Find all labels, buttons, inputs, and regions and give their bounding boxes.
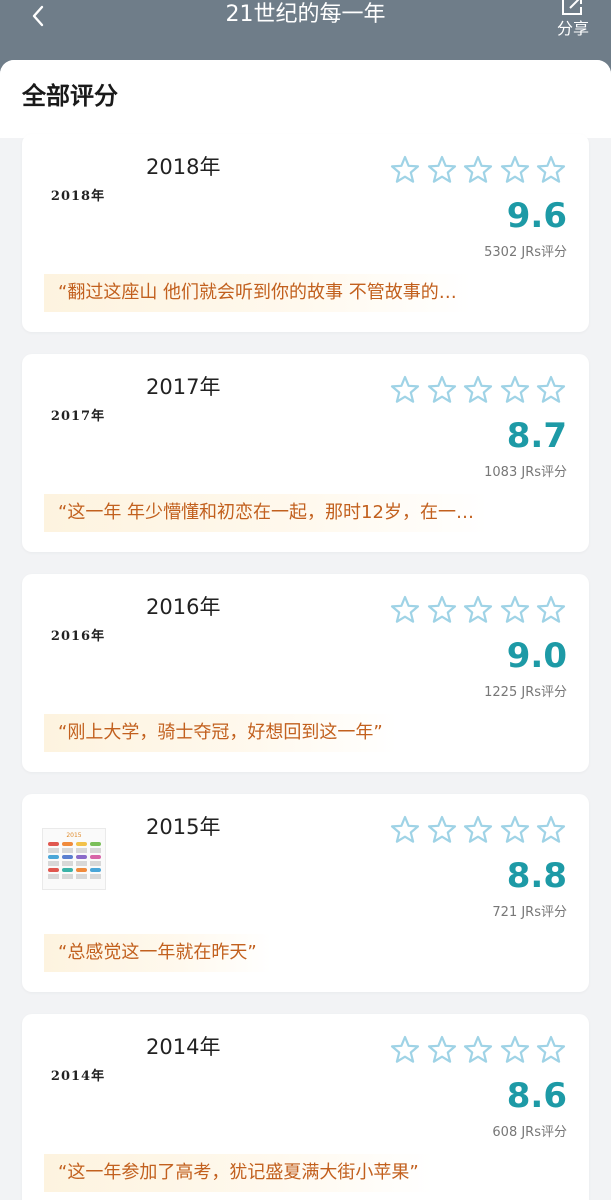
rating-count: 721 JRs评分 <box>492 905 567 920</box>
star-outline-icon[interactable] <box>535 1034 567 1066</box>
year-card-2018[interactable]: 2018年 2018年 9.6 5302 JRs评分 “翻过这座山 他们就会听到… <box>22 134 589 332</box>
star-rating[interactable] <box>389 594 567 626</box>
score: 8.8 <box>506 856 567 896</box>
page-title: 21世纪的每一年 <box>225 2 386 27</box>
star-outline-icon[interactable] <box>462 814 494 846</box>
score: 9.0 <box>506 636 567 676</box>
star-outline-icon[interactable] <box>499 1034 531 1066</box>
star-outline-icon[interactable] <box>389 1034 421 1066</box>
top-comment[interactable]: “这一年 年少懵懂和初恋在一起，那时12岁，在一… <box>44 494 488 532</box>
star-outline-icon[interactable] <box>426 594 458 626</box>
star-outline-icon[interactable] <box>389 374 421 406</box>
calendar-grid-icon <box>48 842 101 879</box>
top-comment[interactable]: “翻过这座山 他们就会听到你的故事 不管故事的… <box>44 274 471 312</box>
panel-title: 全部评分 <box>22 82 118 110</box>
score: 8.7 <box>506 416 567 456</box>
share-label: 分享 <box>556 19 589 38</box>
year-thumbnail: 2018年 <box>42 174 114 214</box>
star-outline-icon[interactable] <box>426 814 458 846</box>
star-outline-icon[interactable] <box>535 374 567 406</box>
score: 8.6 <box>506 1076 567 1116</box>
year-thumbnail: 2017年 <box>42 394 114 434</box>
thumbnail-label: 2017年 <box>50 408 106 424</box>
star-outline-icon[interactable] <box>389 814 421 846</box>
star-outline-icon[interactable] <box>499 154 531 186</box>
rating-count: 5302 JRs评分 <box>484 245 567 260</box>
ratings-panel: 全部评分 2018年 2018年 9.6 5302 JRs评分 “翻过这座山 他… <box>0 60 611 1200</box>
year-card-2015[interactable]: 2015 <box>22 794 589 992</box>
star-outline-icon[interactable] <box>462 594 494 626</box>
year-title: 2017年 <box>146 375 221 399</box>
year-card-2014[interactable]: 2014年 2014年 8.6 608 JRs评分 “这一年参加了高考，犹记盛夏… <box>22 1014 589 1200</box>
star-outline-icon[interactable] <box>462 374 494 406</box>
year-title: 2014年 <box>146 1035 221 1059</box>
rating-count: 608 JRs评分 <box>492 1125 567 1140</box>
year-card-2017[interactable]: 2017年 2017年 8.7 1083 JRs评分 “这一年 年少懵懂和初恋在… <box>22 354 589 552</box>
star-rating[interactable] <box>389 1034 567 1066</box>
star-rating[interactable] <box>389 814 567 846</box>
top-comment[interactable]: “这一年参加了高考，犹记盛夏满大街小苹果” <box>44 1154 433 1192</box>
share-icon <box>562 0 582 15</box>
star-outline-icon[interactable] <box>462 1034 494 1066</box>
star-outline-icon[interactable] <box>535 814 567 846</box>
star-outline-icon[interactable] <box>499 814 531 846</box>
panel-header: 全部评分 <box>0 60 611 138</box>
rating-count: 1083 JRs评分 <box>484 465 567 480</box>
share-button[interactable]: 分享 <box>553 0 593 44</box>
top-comment[interactable]: “总感觉这一年就在昨天” <box>44 934 271 972</box>
back-button[interactable] <box>20 0 56 32</box>
year-title: 2018年 <box>146 155 221 179</box>
year-thumbnail: 2014年 <box>42 1054 114 1094</box>
chevron-left-icon <box>32 5 44 27</box>
top-comment[interactable]: “刚上大学，骑士夺冠，好想回到这一年” <box>44 714 397 752</box>
star-outline-icon[interactable] <box>426 154 458 186</box>
star-outline-icon[interactable] <box>535 154 567 186</box>
star-rating[interactable] <box>389 374 567 406</box>
score: 9.6 <box>506 196 567 236</box>
star-outline-icon[interactable] <box>426 374 458 406</box>
star-outline-icon[interactable] <box>389 594 421 626</box>
star-outline-icon[interactable] <box>535 594 567 626</box>
year-thumbnail: 2016年 <box>42 614 114 654</box>
star-rating[interactable] <box>389 154 567 186</box>
rating-count: 1225 JRs评分 <box>484 685 567 700</box>
star-outline-icon[interactable] <box>499 374 531 406</box>
calendar-thumbnail: 2015 <box>42 828 106 890</box>
star-outline-icon[interactable] <box>462 154 494 186</box>
thumbnail-label: 2014年 <box>50 1068 106 1084</box>
year-title: 2016年 <box>146 595 221 619</box>
thumbnail-label: 2018年 <box>50 188 106 204</box>
star-outline-icon[interactable] <box>389 154 421 186</box>
thumbnail-label: 2016年 <box>50 628 106 644</box>
star-outline-icon[interactable] <box>426 1034 458 1066</box>
year-card-2016[interactable]: 2016年 2016年 9.0 1225 JRs评分 “刚上大学，骑士夺冠，好想… <box>22 574 589 772</box>
star-outline-icon[interactable] <box>499 594 531 626</box>
year-title: 2015年 <box>146 815 221 839</box>
calendar-year-label: 2015 <box>66 832 82 839</box>
